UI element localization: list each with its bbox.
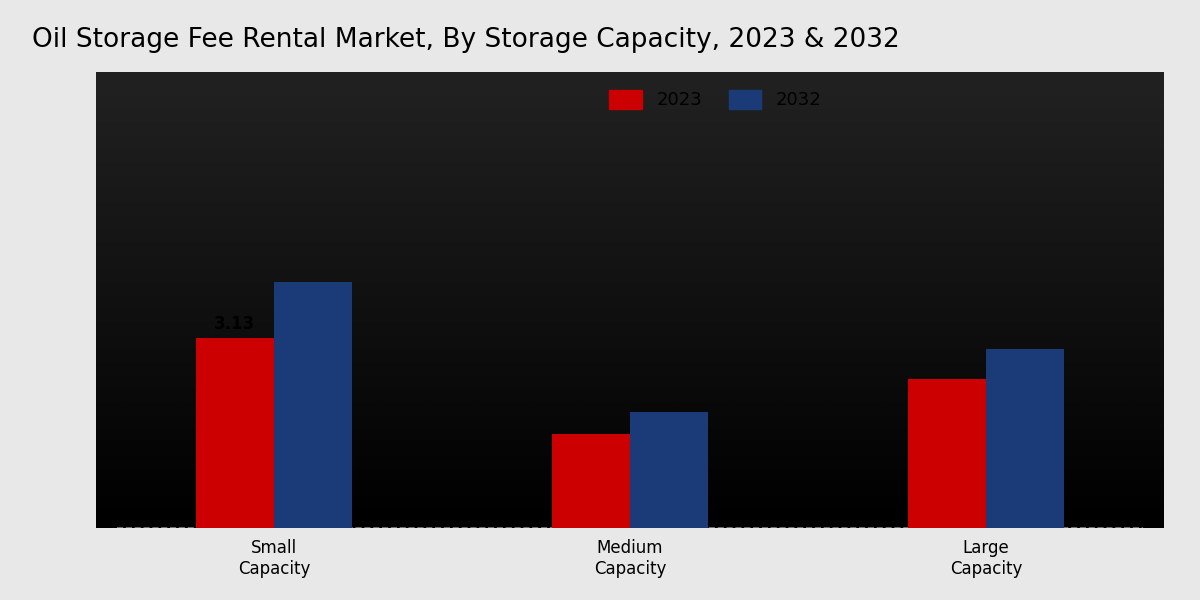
Legend: 2023, 2032: 2023, 2032 [610,90,822,109]
Text: 3.13: 3.13 [215,316,256,334]
Bar [986,349,1064,528]
Bar [196,338,274,528]
Text: Oil Storage Fee Rental Market, By Storage Capacity, 2023 & 2032: Oil Storage Fee Rental Market, By Storag… [32,27,900,53]
Bar [552,434,630,528]
Bar [907,379,986,528]
Bar [274,282,353,528]
Bar [630,412,708,528]
